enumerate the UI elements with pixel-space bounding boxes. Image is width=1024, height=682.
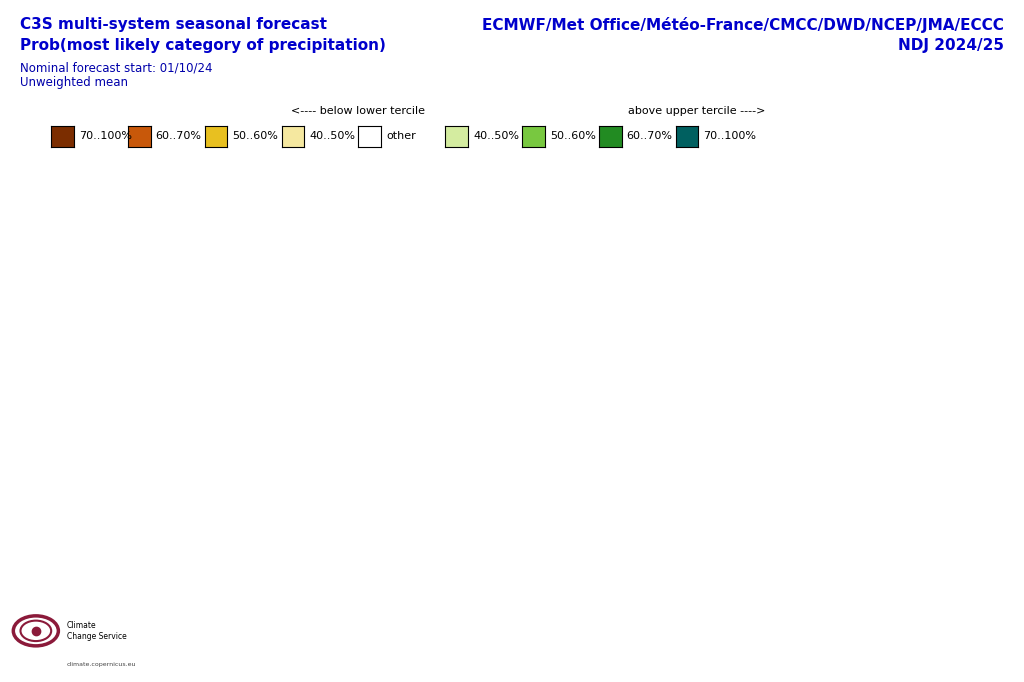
Text: <---- below lower tercile: <---- below lower tercile bbox=[292, 106, 425, 116]
Text: ECMWF/Met Office/Météo-France/CMCC/DWD/NCEP/JMA/ECCC: ECMWF/Met Office/Météo-France/CMCC/DWD/N… bbox=[481, 17, 1004, 33]
Text: 40..50%: 40..50% bbox=[473, 132, 519, 141]
Text: 50..60%: 50..60% bbox=[550, 132, 596, 141]
Text: 40..50%: 40..50% bbox=[309, 132, 355, 141]
Text: above upper tercile ---->: above upper tercile ----> bbox=[628, 106, 765, 116]
Text: 70..100%: 70..100% bbox=[79, 132, 132, 141]
Text: Prob(most likely category of precipitation): Prob(most likely category of precipitati… bbox=[20, 38, 386, 53]
Text: Climate
Change Service: Climate Change Service bbox=[67, 621, 126, 640]
Text: 50..60%: 50..60% bbox=[232, 132, 279, 141]
Text: 70..100%: 70..100% bbox=[703, 132, 757, 141]
Text: C3S multi-system seasonal forecast: C3S multi-system seasonal forecast bbox=[20, 17, 328, 32]
Text: NDJ 2024/25: NDJ 2024/25 bbox=[897, 38, 1004, 53]
Text: Unweighted mean: Unweighted mean bbox=[20, 76, 128, 89]
Text: 60..70%: 60..70% bbox=[156, 132, 202, 141]
Text: Nominal forecast start: 01/10/24: Nominal forecast start: 01/10/24 bbox=[20, 61, 213, 74]
Text: 60..70%: 60..70% bbox=[627, 132, 673, 141]
Text: climate.copernicus.eu: climate.copernicus.eu bbox=[67, 662, 136, 668]
Text: other: other bbox=[386, 132, 416, 141]
